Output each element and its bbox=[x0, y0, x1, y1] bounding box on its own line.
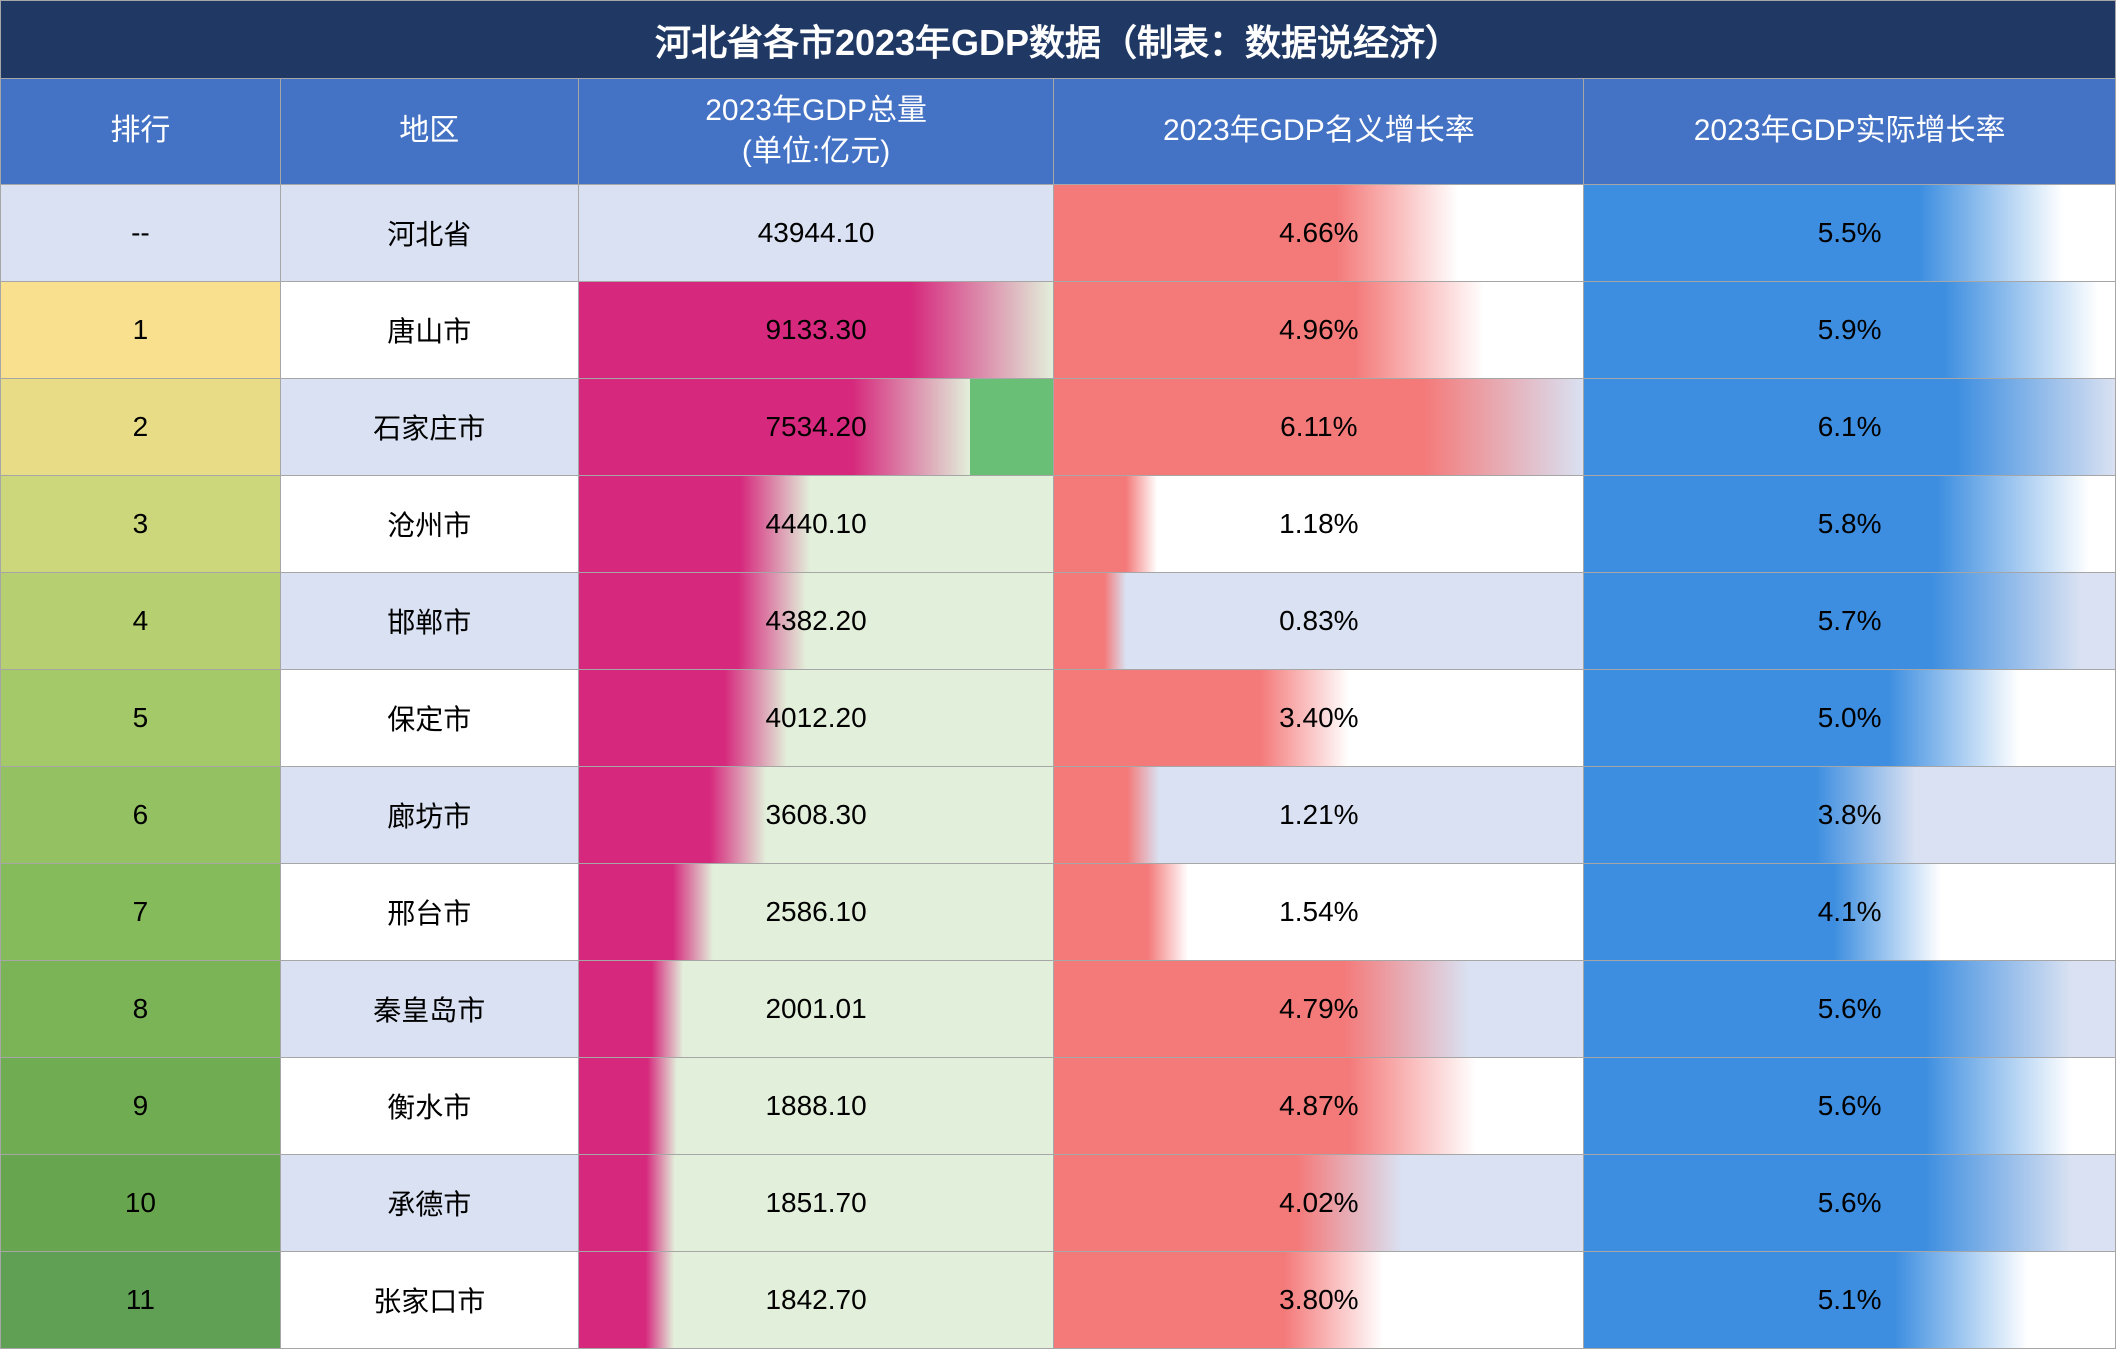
real-cell: 5.1% bbox=[1584, 1252, 2116, 1349]
real-cell: 5.6% bbox=[1584, 1058, 2116, 1155]
region-cell: 秦皇岛市 bbox=[280, 961, 578, 1058]
header-gdp: 2023年GDP总量(单位:亿元) bbox=[578, 79, 1054, 185]
gdp-table: 河北省各市2023年GDP数据（制表：数据说经济） 排行 地区 2023年GDP… bbox=[0, 0, 2116, 1349]
header-row: 排行 地区 2023年GDP总量(单位:亿元) 2023年GDP名义增长率 20… bbox=[1, 79, 2116, 185]
nominal-cell: 4.96% bbox=[1054, 282, 1584, 379]
nominal-cell: 1.54% bbox=[1054, 864, 1584, 961]
gdp-cell: 43944.10 bbox=[578, 185, 1054, 282]
header-gdp-label: 2023年GDP总量(单位:亿元) bbox=[705, 94, 927, 168]
title-row: 河北省各市2023年GDP数据（制表：数据说经济） bbox=[1, 1, 2116, 79]
rank-cell: 1 bbox=[1, 282, 281, 379]
gdp-cell: 2586.10 bbox=[578, 864, 1054, 961]
gdp-cell: 1851.70 bbox=[578, 1155, 1054, 1252]
rank-cell: 2 bbox=[1, 379, 281, 476]
region-cell: 邢台市 bbox=[280, 864, 578, 961]
rank-cell: 11 bbox=[1, 1252, 281, 1349]
region-cell: 河北省 bbox=[280, 185, 578, 282]
real-cell: 4.1% bbox=[1584, 864, 2116, 961]
nominal-cell: 0.83% bbox=[1054, 573, 1584, 670]
rank-cell: -- bbox=[1, 185, 281, 282]
table-row: 4邯郸市4382.200.83%5.7% bbox=[1, 573, 2116, 670]
nominal-cell: 4.79% bbox=[1054, 961, 1584, 1058]
gdp-cell: 2001.01 bbox=[578, 961, 1054, 1058]
nominal-cell: 4.66% bbox=[1054, 185, 1584, 282]
real-cell: 5.6% bbox=[1584, 1155, 2116, 1252]
gdp-cell: 4382.20 bbox=[578, 573, 1054, 670]
region-cell: 沧州市 bbox=[280, 476, 578, 573]
nominal-cell: 6.11% bbox=[1054, 379, 1584, 476]
region-cell: 张家口市 bbox=[280, 1252, 578, 1349]
header-nominal: 2023年GDP名义增长率 bbox=[1054, 79, 1584, 185]
rank-cell: 5 bbox=[1, 670, 281, 767]
region-cell: 保定市 bbox=[280, 670, 578, 767]
real-cell: 3.8% bbox=[1584, 767, 2116, 864]
gdp-cell: 7534.20 bbox=[578, 379, 1054, 476]
header-region: 地区 bbox=[280, 79, 578, 185]
nominal-cell: 3.40% bbox=[1054, 670, 1584, 767]
table-row: 9衡水市1888.104.87%5.6% bbox=[1, 1058, 2116, 1155]
gdp-cell: 1842.70 bbox=[578, 1252, 1054, 1349]
gdp-cell: 9133.30 bbox=[578, 282, 1054, 379]
nominal-cell: 1.18% bbox=[1054, 476, 1584, 573]
table-row: 10承德市1851.704.02%5.6% bbox=[1, 1155, 2116, 1252]
region-cell: 衡水市 bbox=[280, 1058, 578, 1155]
real-cell: 5.8% bbox=[1584, 476, 2116, 573]
rank-cell: 6 bbox=[1, 767, 281, 864]
table-row: 8秦皇岛市2001.014.79%5.6% bbox=[1, 961, 2116, 1058]
gdp-cell: 3608.30 bbox=[578, 767, 1054, 864]
rank-cell: 7 bbox=[1, 864, 281, 961]
table-row: 5保定市4012.203.40%5.0% bbox=[1, 670, 2116, 767]
gdp-cell: 4012.20 bbox=[578, 670, 1054, 767]
table-row: 6廊坊市3608.301.21%3.8% bbox=[1, 767, 2116, 864]
nominal-cell: 4.02% bbox=[1054, 1155, 1584, 1252]
rank-cell: 9 bbox=[1, 1058, 281, 1155]
region-cell: 承德市 bbox=[280, 1155, 578, 1252]
region-cell: 廊坊市 bbox=[280, 767, 578, 864]
table-row: 7邢台市2586.101.54%4.1% bbox=[1, 864, 2116, 961]
rank-cell: 10 bbox=[1, 1155, 281, 1252]
gdp-cell: 4440.10 bbox=[578, 476, 1054, 573]
table-row: 2石家庄市7534.206.11%6.1% bbox=[1, 379, 2116, 476]
region-cell: 石家庄市 bbox=[280, 379, 578, 476]
table-row: 3沧州市4440.101.18%5.8% bbox=[1, 476, 2116, 573]
rank-cell: 8 bbox=[1, 961, 281, 1058]
real-cell: 5.9% bbox=[1584, 282, 2116, 379]
nominal-cell: 3.80% bbox=[1054, 1252, 1584, 1349]
table-row: 11张家口市1842.703.80%5.1% bbox=[1, 1252, 2116, 1349]
rank-cell: 3 bbox=[1, 476, 281, 573]
table-body: --河北省43944.104.66%5.5%1唐山市9133.304.96%5.… bbox=[1, 185, 2116, 1349]
header-rank: 排行 bbox=[1, 79, 281, 185]
nominal-cell: 1.21% bbox=[1054, 767, 1584, 864]
region-cell: 唐山市 bbox=[280, 282, 578, 379]
gdp-cell: 1888.10 bbox=[578, 1058, 1054, 1155]
table-title: 河北省各市2023年GDP数据（制表：数据说经济） bbox=[1, 1, 2116, 79]
region-cell: 邯郸市 bbox=[280, 573, 578, 670]
real-cell: 6.1% bbox=[1584, 379, 2116, 476]
table-row: 1唐山市9133.304.96%5.9% bbox=[1, 282, 2116, 379]
real-cell: 5.0% bbox=[1584, 670, 2116, 767]
header-real: 2023年GDP实际增长率 bbox=[1584, 79, 2116, 185]
real-cell: 5.6% bbox=[1584, 961, 2116, 1058]
rank-cell: 4 bbox=[1, 573, 281, 670]
real-cell: 5.7% bbox=[1584, 573, 2116, 670]
province-row: --河北省43944.104.66%5.5% bbox=[1, 185, 2116, 282]
nominal-cell: 4.87% bbox=[1054, 1058, 1584, 1155]
real-cell: 5.5% bbox=[1584, 185, 2116, 282]
